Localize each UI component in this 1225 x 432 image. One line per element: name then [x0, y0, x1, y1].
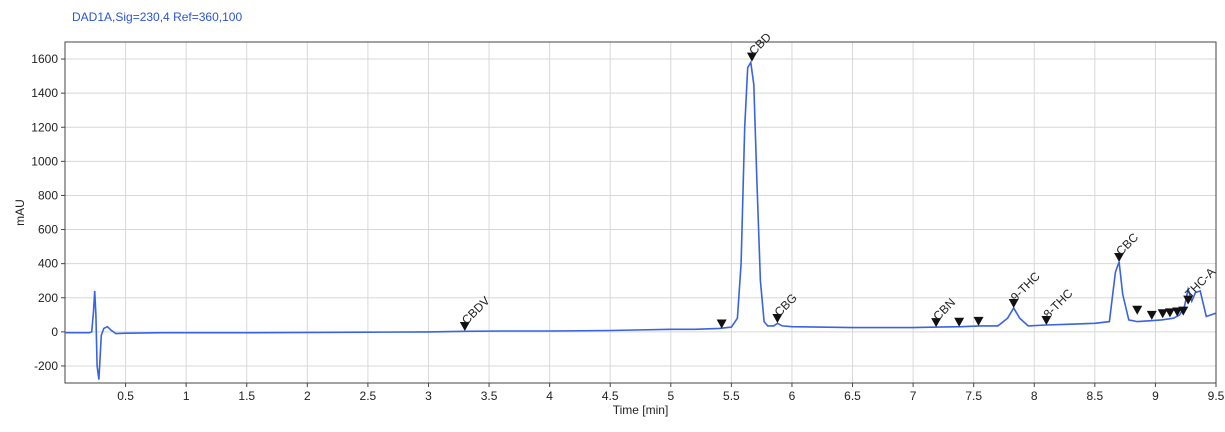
x-tick-label: 5.5 [723, 389, 740, 403]
peak-marker [1172, 307, 1183, 317]
x-tick-label: 1.5 [238, 389, 255, 403]
peak-marker [973, 316, 984, 326]
peak-marker [1157, 309, 1168, 319]
x-axis: 0.5 1 1.5 2 2.5 3 3.5 4 4.5 5 5.5 6 6.5 7 7.5 8 8.5 9 9.5 [117, 383, 1225, 403]
x-tick-label: 7 [910, 389, 917, 403]
y-tick-label: 1600 [31, 52, 58, 66]
x-tick-label: 2.5 [360, 389, 377, 403]
x-tick-label: 1 [183, 389, 190, 403]
x-tick-label: 6.5 [844, 389, 861, 403]
peak-marker [1132, 305, 1143, 315]
y-tick-label: -200 [34, 359, 58, 373]
x-tick-label: 8.5 [1086, 389, 1103, 403]
x-tick-label: 2 [304, 389, 311, 403]
y-tick-label: 1000 [31, 154, 58, 168]
x-tick-label: 9.5 [1208, 389, 1225, 403]
peak-marker [1146, 310, 1157, 320]
y-tick-label: 600 [38, 223, 58, 237]
peak-label: CBDV [459, 294, 492, 327]
peak-label: THC-A [1182, 265, 1218, 301]
peak-marker [1008, 298, 1019, 308]
x-tick-label: 3 [425, 389, 432, 403]
peak-label: 9-THC [1008, 269, 1043, 304]
x-axis-label: Time [min] [613, 403, 669, 417]
peak-marker [1114, 252, 1125, 262]
x-tick-label: 0.5 [117, 389, 134, 403]
chart-title: DAD1A,Sig=230,4 Ref=360,100 [72, 10, 242, 24]
x-tick-label: 5 [667, 389, 674, 403]
peak-marker [1041, 316, 1052, 326]
peak-marker [716, 319, 727, 329]
y-tick-label: 0 [51, 325, 58, 339]
y-tick-label: 200 [38, 291, 58, 305]
y-axis-label: mAU [13, 199, 27, 226]
peak-label: 8-THC [1041, 286, 1076, 321]
peak-marker [1183, 295, 1194, 305]
x-tick-label: 4.5 [602, 389, 619, 403]
peak-marker [772, 313, 783, 323]
peak-marker [459, 321, 470, 331]
y-tick-label: 400 [38, 257, 58, 271]
x-tick-label: 9 [1152, 389, 1159, 403]
x-tick-label: 4 [546, 389, 553, 403]
x-tick-label: 6 [789, 389, 796, 403]
x-tick-label: 7.5 [965, 389, 982, 403]
y-tick-label: 1200 [31, 120, 58, 134]
grid [65, 42, 1217, 383]
x-tick-label: 8 [1031, 389, 1038, 403]
y-tick-label: 1400 [31, 86, 58, 100]
y-axis: -200 0 200 400 600 800 1000 1200 1400 1600 [31, 52, 65, 373]
peak-marker [931, 318, 942, 328]
x-tick-label: 3.5 [481, 389, 498, 403]
y-tick-label: 800 [38, 188, 58, 202]
peak-marker [746, 52, 757, 62]
signal-trace [65, 60, 1217, 380]
peak-marker [954, 317, 965, 327]
peak-marker [1178, 306, 1189, 316]
plot-frame [64, 41, 1217, 384]
peak-marker [1164, 308, 1175, 318]
